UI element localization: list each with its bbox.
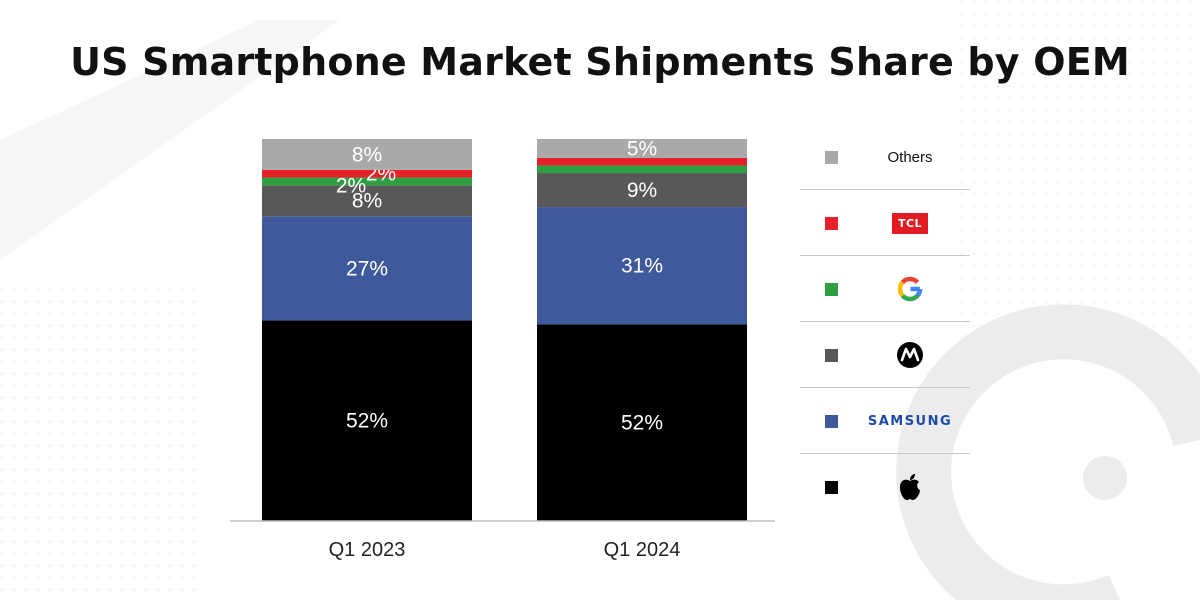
legend-swatch-motorola <box>825 349 838 362</box>
samsung-logo: SAMSUNG <box>867 413 953 429</box>
legend-swatch-samsung <box>825 415 838 428</box>
bar-segment-samsung-q1-2023 <box>262 216 472 321</box>
apple-logo-icon <box>900 474 920 500</box>
data-label-motorola-q1-2023: 8% <box>352 190 382 213</box>
bar-segment-motorola-q1-2023 <box>262 185 472 217</box>
bar-segment-tcl-q1-2024 <box>537 157 747 166</box>
data-label-samsung-q1-2023: 27% <box>346 257 388 280</box>
legend-swatch-others <box>825 151 838 164</box>
bar-segment-samsung-q1-2024 <box>537 207 747 325</box>
data-label-samsung-q1-2024: 31% <box>621 255 663 278</box>
legend-swatch-google <box>825 283 838 296</box>
tcl-logo: TCL <box>891 212 929 234</box>
bar-segment-motorola-q1-2024 <box>537 173 747 208</box>
legend-item-apple <box>800 454 970 520</box>
legend-item-motorola <box>800 322 970 388</box>
bar-segment-others-q1-2024 <box>537 139 747 158</box>
data-label-motorola-q1-2024: 9% <box>627 179 657 202</box>
data-label-others-q1-2023: 8% <box>352 143 382 166</box>
legend-item-samsung: SAMSUNG <box>800 388 970 454</box>
legend-item-others: Others <box>800 124 970 190</box>
page-title: US Smartphone Market Shipments Share by … <box>70 40 1130 84</box>
data-label-apple-q1-2024: 52% <box>621 412 663 435</box>
bar-segment-google-q1-2024 <box>537 165 747 174</box>
legend: Others TCL SA <box>800 124 970 520</box>
bar-segment-google-q1-2023 <box>262 177 472 186</box>
motorola-logo-icon <box>897 342 923 368</box>
legend-item-google <box>800 256 970 322</box>
legend-label-others: Others <box>887 148 933 166</box>
bar-segment-apple-q1-2024 <box>537 324 747 521</box>
bar-segment-others-q1-2023 <box>262 139 472 170</box>
bar-segment-tcl-q1-2023 <box>262 169 472 178</box>
data-label-google-q1-2023: 2% <box>336 174 366 197</box>
legend-swatch-apple <box>825 481 838 494</box>
legend-item-tcl: TCL <box>800 190 970 256</box>
data-label-apple-q1-2023: 52% <box>346 410 388 433</box>
category-label-q1-2024: Q1 2024 <box>604 539 681 561</box>
bar-segment-apple-q1-2023 <box>262 320 472 521</box>
category-label-q1-2023: Q1 2023 <box>329 539 406 561</box>
google-logo-icon <box>897 276 923 302</box>
legend-swatch-tcl <box>825 217 838 230</box>
data-label-others-q1-2024: 5% <box>627 137 657 160</box>
